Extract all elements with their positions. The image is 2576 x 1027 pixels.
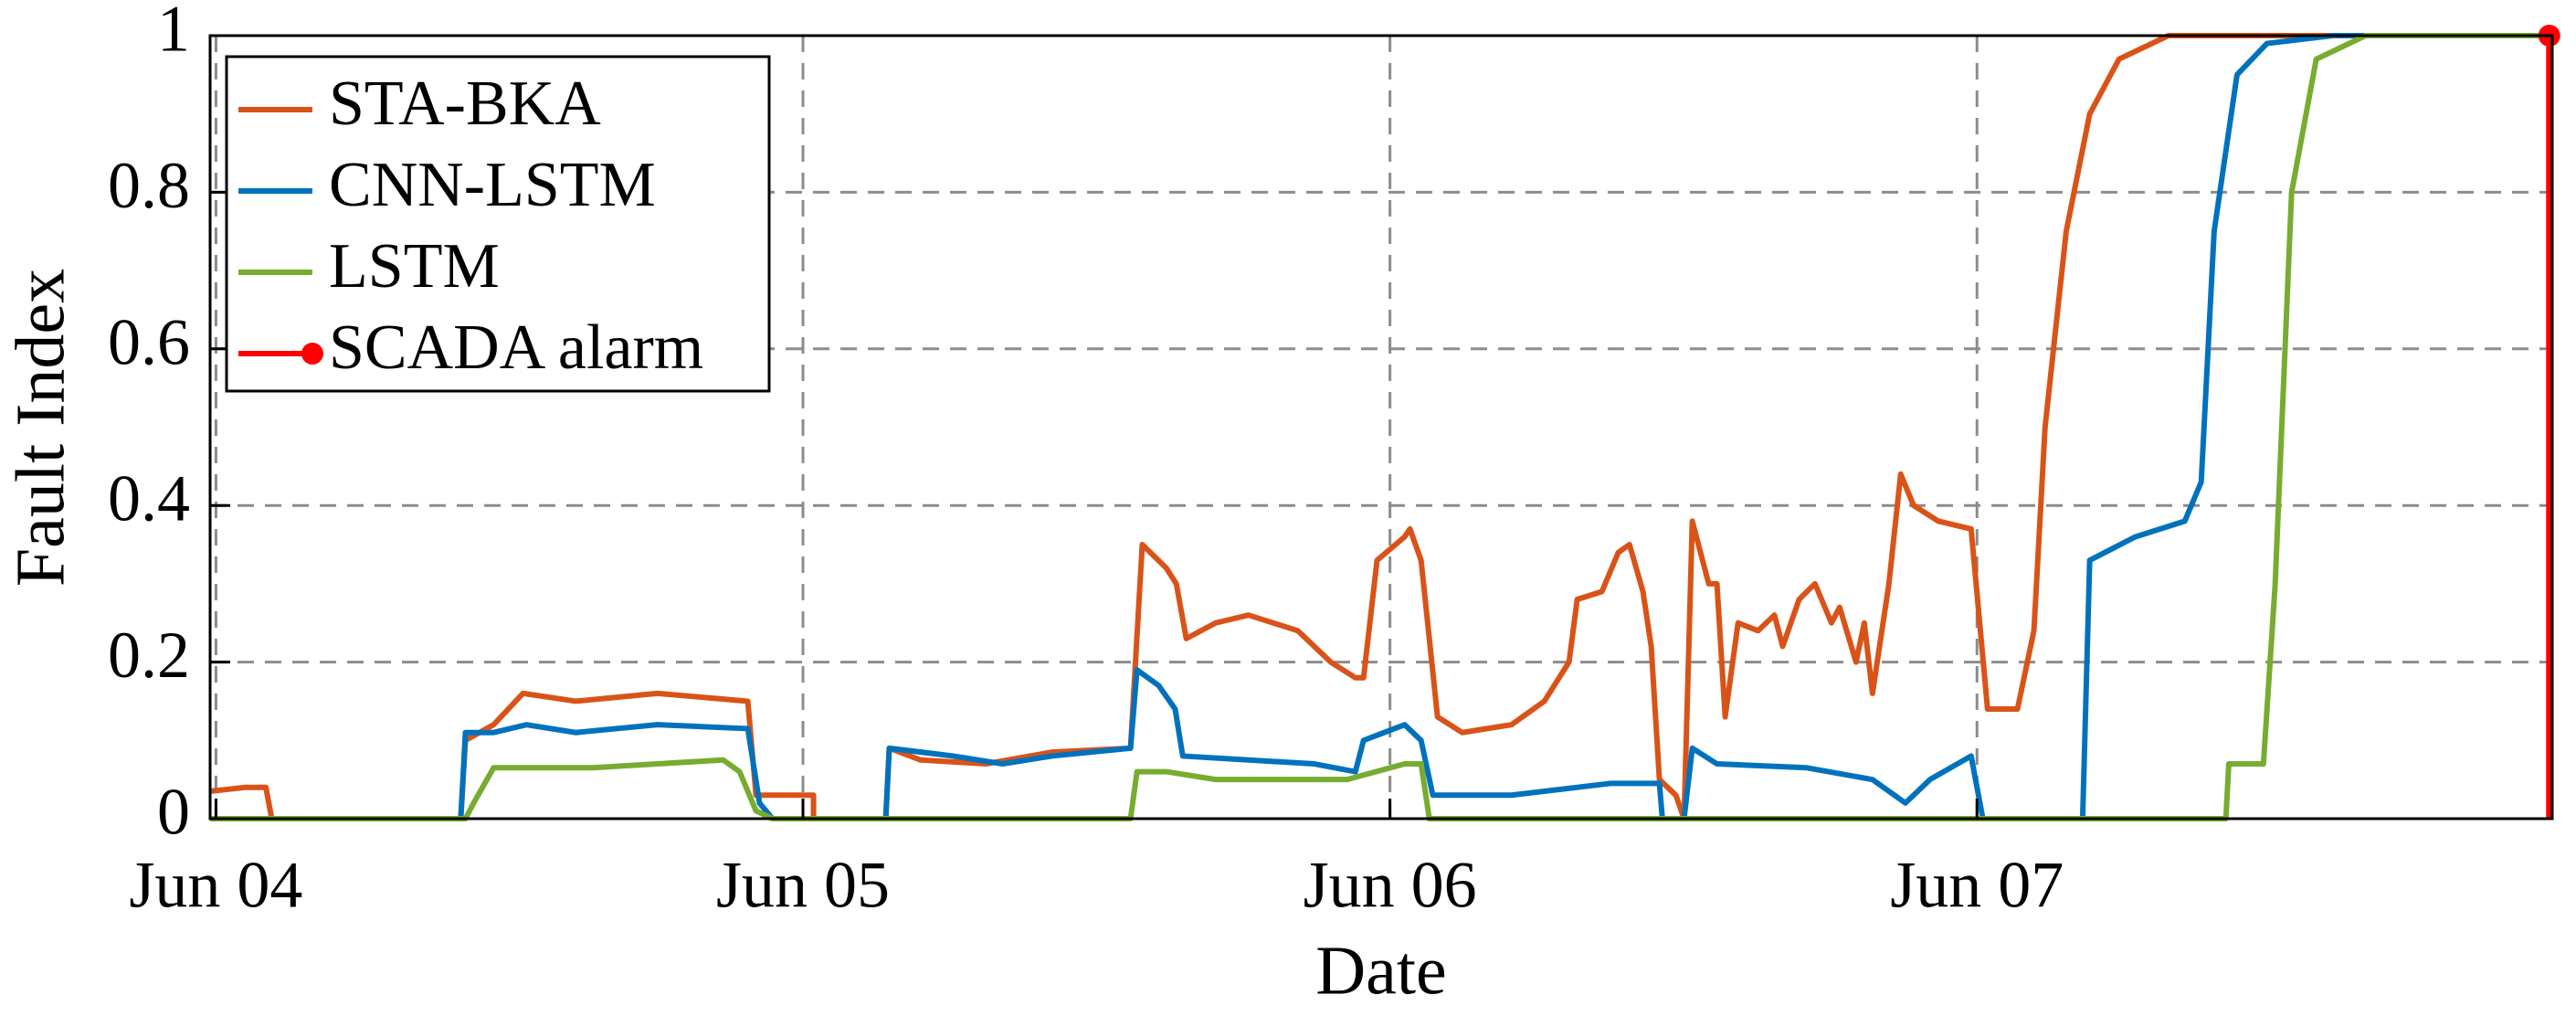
x-tick-label: Jun 05	[716, 849, 890, 922]
series-line	[209, 33, 2550, 821]
y-tick-label: 0.4	[108, 462, 190, 535]
y-tick-label: 0.2	[108, 619, 190, 692]
legend-label: STA-BKA	[329, 69, 601, 139]
axes-box	[208, 34, 2554, 821]
series-line	[210, 33, 2550, 821]
y-tick-label: 0.8	[108, 149, 190, 222]
x-tick-label: Jun 06	[1304, 849, 1477, 922]
y-axis-title: Fault Index	[2, 269, 79, 587]
y-tick-label: 1	[157, 0, 190, 66]
y-tick-label: 0	[157, 776, 190, 849]
x-tick-label: Jun 04	[129, 849, 302, 922]
y-tick-label: 0.6	[108, 305, 190, 378]
legend-box	[225, 55, 771, 393]
legend-marker	[301, 343, 323, 365]
legend-label: SCADA alarm	[329, 312, 703, 383]
series-line	[210, 33, 2550, 821]
legend-label: CNN-LSTM	[329, 150, 656, 220]
legend-label: LSTM	[329, 231, 500, 302]
x-axis-title: Date	[1315, 932, 1446, 1009]
legend: STA-BKA CNN-LSTM LSTM SCADA alarm	[225, 55, 771, 393]
x-tick-label: Jun 07	[1890, 849, 2064, 922]
axes: 0 0.2 0.4 0.6 0.8 1 Jun 04 Jun 05 Jun 06 Jun 07	[108, 0, 2554, 922]
